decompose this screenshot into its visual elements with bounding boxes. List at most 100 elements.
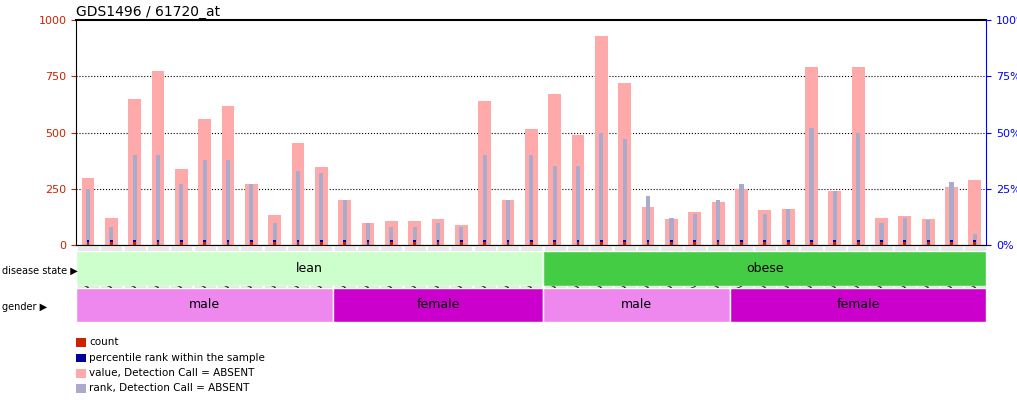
Bar (829, 191, 841, 245)
Bar (156, 155, 160, 245)
Bar (460, 227, 464, 245)
Bar (599, 133, 603, 245)
Bar (152, 71, 165, 245)
Bar (618, 83, 632, 245)
Bar (320, 242, 322, 245)
Bar (198, 119, 212, 245)
Text: disease state ▶: disease state ▶ (2, 266, 77, 275)
Bar (483, 242, 486, 245)
Bar (483, 155, 487, 245)
Bar (880, 223, 884, 245)
Bar (222, 106, 234, 245)
Bar (110, 240, 113, 242)
Bar (506, 242, 510, 245)
Bar (529, 155, 534, 245)
Bar (903, 242, 906, 245)
Bar (274, 240, 276, 242)
Bar (642, 207, 655, 245)
Bar (530, 240, 533, 242)
Bar (478, 101, 491, 245)
Bar (436, 242, 439, 245)
Bar (576, 166, 580, 245)
Bar (600, 242, 603, 245)
Bar (670, 240, 673, 242)
Bar (898, 216, 911, 245)
Bar (622, 139, 626, 245)
Bar (320, 240, 322, 242)
Bar (227, 242, 230, 245)
Bar (297, 240, 299, 242)
Text: percentile rank within the sample: percentile rank within the sample (89, 353, 265, 362)
Bar (226, 160, 230, 245)
Bar (926, 242, 930, 245)
Text: lean: lean (296, 262, 323, 275)
Bar (623, 242, 626, 245)
Bar (384, 222, 398, 245)
Text: count: count (89, 337, 119, 347)
Bar (274, 242, 276, 245)
Bar (787, 242, 789, 245)
Bar (506, 240, 510, 242)
Bar (647, 242, 650, 245)
Bar (390, 227, 394, 245)
Bar (972, 234, 977, 245)
Bar (543, 288, 730, 322)
Bar (344, 242, 346, 245)
Bar (203, 240, 206, 242)
Bar (292, 143, 304, 245)
Bar (968, 180, 981, 245)
Bar (180, 240, 183, 242)
Bar (343, 200, 347, 245)
Bar (786, 209, 790, 245)
Bar (665, 219, 678, 245)
Bar (856, 240, 859, 242)
Bar (739, 184, 743, 245)
Bar (670, 242, 673, 245)
Bar (76, 288, 333, 322)
Bar (903, 218, 907, 245)
Bar (552, 166, 557, 245)
Bar (833, 191, 837, 245)
Bar (455, 225, 468, 245)
Bar (623, 240, 626, 242)
Bar (227, 240, 230, 242)
Bar (973, 240, 976, 242)
Bar (926, 240, 930, 242)
Bar (315, 168, 327, 245)
Bar (689, 213, 701, 245)
Bar (694, 242, 697, 245)
Bar (413, 240, 416, 242)
Bar (268, 215, 281, 245)
Bar (717, 240, 719, 242)
Bar (250, 242, 252, 245)
Bar (973, 242, 976, 245)
Bar (811, 242, 813, 245)
Text: obese: obese (746, 262, 783, 275)
Bar (366, 240, 369, 242)
Bar (408, 222, 421, 245)
Bar (945, 187, 958, 245)
Bar (297, 242, 299, 245)
Bar (110, 242, 113, 245)
Bar (366, 242, 369, 245)
Bar (431, 219, 444, 245)
Bar (202, 160, 206, 245)
Text: gender ▶: gender ▶ (2, 302, 47, 312)
Bar (764, 240, 766, 242)
Text: GDS1496 / 61720_at: GDS1496 / 61720_at (76, 5, 221, 19)
Bar (81, 177, 95, 245)
Bar (880, 242, 883, 245)
Bar (180, 242, 183, 245)
Bar (76, 251, 543, 286)
Bar (880, 240, 883, 242)
Bar (296, 171, 300, 245)
Bar (926, 220, 931, 245)
Bar (759, 210, 771, 245)
Bar (366, 223, 370, 245)
Bar (572, 135, 585, 245)
Text: female: female (416, 298, 460, 311)
Bar (530, 242, 533, 245)
Text: male: male (620, 298, 652, 311)
Bar (157, 242, 160, 245)
Bar (694, 240, 697, 242)
